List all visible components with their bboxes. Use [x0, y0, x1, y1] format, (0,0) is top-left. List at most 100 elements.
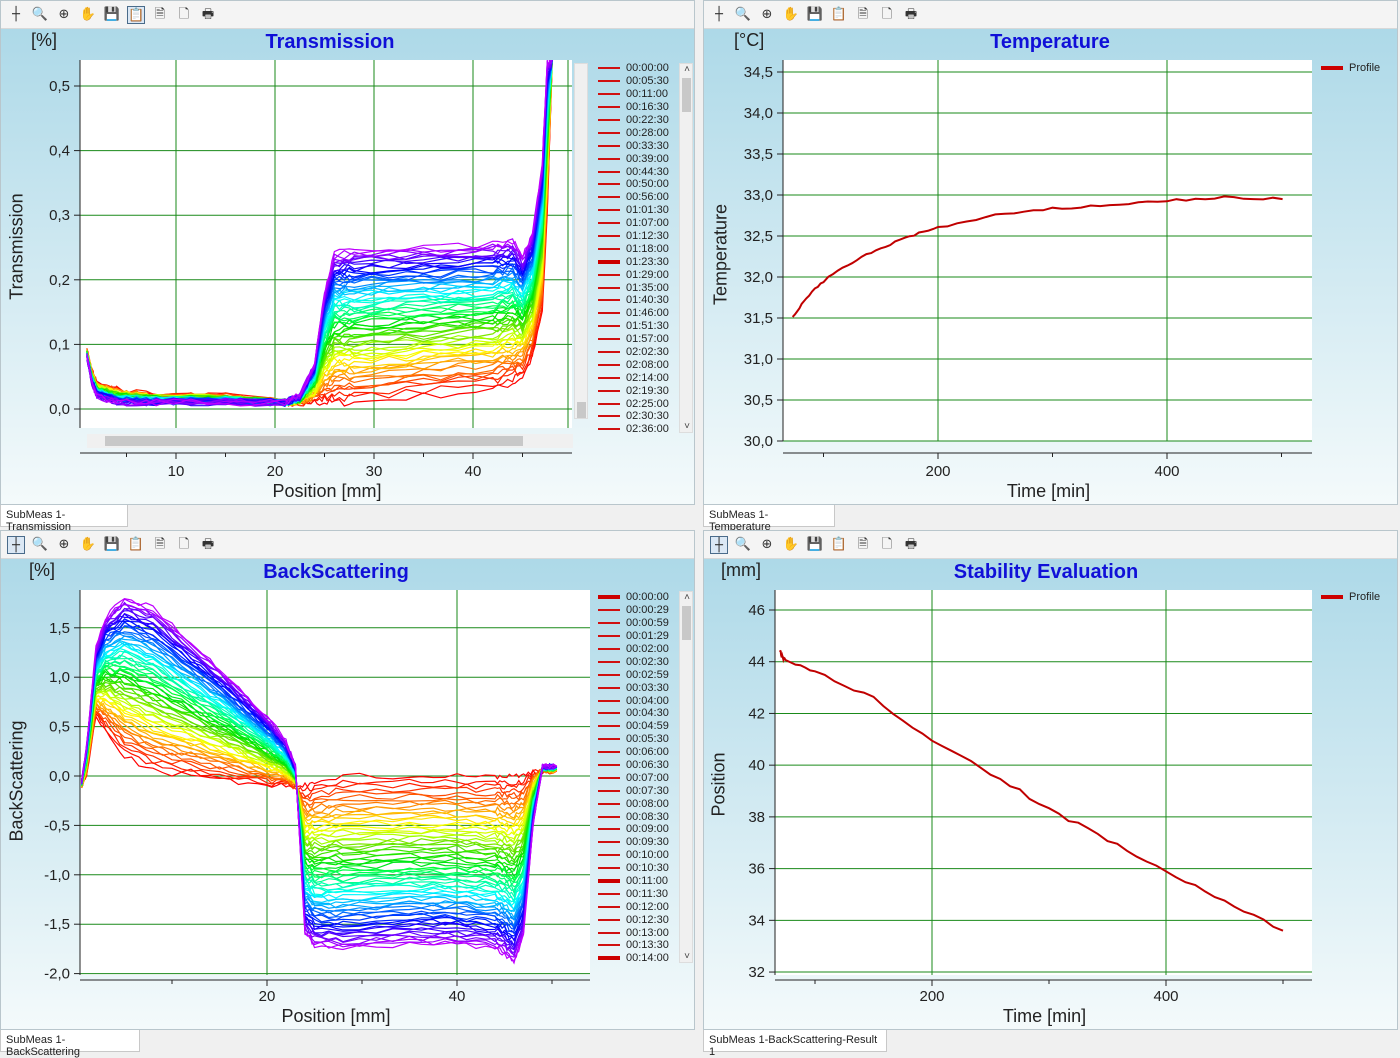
legend-item[interactable]: 01:07:00: [598, 217, 669, 230]
crosshair-icon[interactable]: ┼: [710, 535, 728, 554]
legend-item[interactable]: 02:14:00: [598, 371, 669, 384]
export-icon[interactable]: 🗎: [154, 536, 166, 552]
save-icon[interactable]: 💾: [103, 536, 121, 552]
legend-item[interactable]: 00:22:30: [598, 114, 669, 127]
export-icon[interactable]: 🗎: [154, 6, 166, 22]
legend-scrollbar[interactable]: ˄ ˅: [679, 63, 693, 433]
zoom-plus-minus-icon[interactable]: 🔍: [31, 536, 49, 552]
legend-item[interactable]: 01:40:30: [598, 294, 669, 307]
copy-icon[interactable]: 📋: [127, 5, 145, 24]
zoom-icon[interactable]: ⊕: [58, 6, 70, 22]
save-icon[interactable]: 💾: [103, 6, 121, 22]
scrollbar-thumb[interactable]: [105, 436, 523, 446]
legend-item[interactable]: 00:16:30: [598, 101, 669, 114]
legend-item[interactable]: 01:01:30: [598, 204, 669, 217]
legend-item[interactable]: 00:04:00: [598, 694, 669, 707]
scroll-down-icon[interactable]: ˅: [684, 951, 690, 962]
zoom-plus-minus-icon[interactable]: 🔍: [31, 6, 49, 22]
legend-item[interactable]: 00:00:00: [598, 591, 669, 604]
scroll-down-icon[interactable]: ˅: [684, 421, 690, 432]
legend-item[interactable]: 00:33:30: [598, 139, 669, 152]
copy-icon[interactable]: 📋: [127, 536, 145, 552]
legend-item[interactable]: 02:19:30: [598, 384, 669, 397]
legend-item[interactable]: 01:57:00: [598, 333, 669, 346]
legend-item[interactable]: 00:02:00: [598, 643, 669, 656]
legend-item[interactable]: 00:10:30: [598, 862, 669, 875]
legend-item[interactable]: 00:11:30: [598, 887, 669, 900]
print-preview-icon[interactable]: 🗋: [178, 6, 190, 22]
legend-item[interactable]: Profile: [1321, 62, 1380, 75]
legend-item[interactable]: 00:13:00: [598, 926, 669, 939]
export-icon[interactable]: 🗎: [857, 536, 869, 552]
zoom-icon[interactable]: ⊕: [761, 6, 773, 22]
save-icon[interactable]: 💾: [806, 536, 824, 552]
legend-item[interactable]: 00:09:00: [598, 823, 669, 836]
print-icon[interactable]: 🖶: [904, 536, 918, 552]
legend-item[interactable]: 00:13:30: [598, 939, 669, 952]
legend-item[interactable]: 00:07:30: [598, 784, 669, 797]
zoom-icon[interactable]: ⊕: [58, 536, 70, 552]
legend-item[interactable]: 00:11:00: [598, 875, 669, 888]
legend-item[interactable]: 00:00:59: [598, 617, 669, 630]
legend-item[interactable]: 00:28:00: [598, 126, 669, 139]
legend-item[interactable]: 00:50:00: [598, 178, 669, 191]
print-preview-icon[interactable]: 🗋: [881, 6, 893, 22]
legend-item[interactable]: 01:35:00: [598, 281, 669, 294]
legend-item[interactable]: 02:36:00: [598, 423, 669, 436]
legend-item[interactable]: 00:12:00: [598, 900, 669, 913]
zoom-icon[interactable]: ⊕: [761, 536, 773, 552]
pan-hand-icon[interactable]: ✋: [782, 6, 800, 22]
legend-item[interactable]: 00:11:00: [598, 88, 669, 101]
save-icon[interactable]: 💾: [806, 6, 824, 22]
legend-item[interactable]: 00:44:30: [598, 165, 669, 178]
legend-item[interactable]: 01:18:00: [598, 242, 669, 255]
legend-item[interactable]: Profile: [1321, 591, 1380, 604]
legend-item[interactable]: 00:12:30: [598, 913, 669, 926]
print-preview-icon[interactable]: 🗋: [178, 536, 190, 552]
zoom-plus-minus-icon[interactable]: 🔍: [734, 6, 752, 22]
crosshair-icon[interactable]: ┼: [7, 535, 25, 554]
legend-item[interactable]: 00:39:00: [598, 152, 669, 165]
legend-item[interactable]: 00:04:30: [598, 707, 669, 720]
zoom-plus-minus-icon[interactable]: 🔍: [734, 536, 752, 552]
legend-item[interactable]: 00:02:59: [598, 668, 669, 681]
legend-item[interactable]: 02:30:30: [598, 410, 669, 423]
legend-item[interactable]: 00:01:29: [598, 630, 669, 643]
legend-item[interactable]: 01:51:30: [598, 320, 669, 333]
legend-item[interactable]: 00:14:00: [598, 952, 669, 965]
export-icon[interactable]: 🗎: [857, 6, 869, 22]
print-icon[interactable]: 🖶: [201, 6, 215, 22]
legend-item[interactable]: 00:03:30: [598, 681, 669, 694]
crosshair-icon[interactable]: ┼: [715, 6, 723, 22]
plot-horizontal-scrollbar[interactable]: [87, 434, 573, 448]
scrollbar-thumb[interactable]: [682, 606, 691, 640]
pan-hand-icon[interactable]: ✋: [79, 536, 97, 552]
legend-item[interactable]: 00:06:00: [598, 746, 669, 759]
pan-hand-icon[interactable]: ✋: [782, 536, 800, 552]
legend-item[interactable]: 00:10:00: [598, 849, 669, 862]
legend-item[interactable]: 01:23:30: [598, 255, 669, 268]
crosshair-icon[interactable]: ┼: [12, 6, 20, 22]
legend-item[interactable]: 02:02:30: [598, 346, 669, 359]
copy-icon[interactable]: 📋: [830, 6, 848, 22]
scroll-up-icon[interactable]: ˄: [684, 592, 690, 603]
legend-item[interactable]: 00:56:00: [598, 191, 669, 204]
scrollbar-thumb[interactable]: [577, 402, 586, 418]
legend-item[interactable]: 01:12:30: [598, 230, 669, 243]
legend-item[interactable]: 01:46:00: [598, 307, 669, 320]
legend-item[interactable]: 00:00:29: [598, 604, 669, 617]
copy-icon[interactable]: 📋: [830, 536, 848, 552]
scrollbar-thumb[interactable]: [682, 78, 691, 112]
legend-item[interactable]: 00:05:30: [598, 75, 669, 88]
print-icon[interactable]: 🖶: [904, 6, 918, 22]
legend-scrollbar[interactable]: ˄ ˅: [679, 591, 693, 963]
legend-item[interactable]: 00:02:30: [598, 655, 669, 668]
pan-hand-icon[interactable]: ✋: [79, 6, 97, 22]
scroll-up-icon[interactable]: ˄: [684, 64, 690, 75]
legend-item[interactable]: 02:08:00: [598, 358, 669, 371]
print-preview-icon[interactable]: 🗋: [881, 536, 893, 552]
legend-item[interactable]: 01:29:00: [598, 268, 669, 281]
legend-item[interactable]: 00:09:30: [598, 836, 669, 849]
legend-item[interactable]: 00:05:30: [598, 733, 669, 746]
legend-item[interactable]: 00:08:00: [598, 797, 669, 810]
